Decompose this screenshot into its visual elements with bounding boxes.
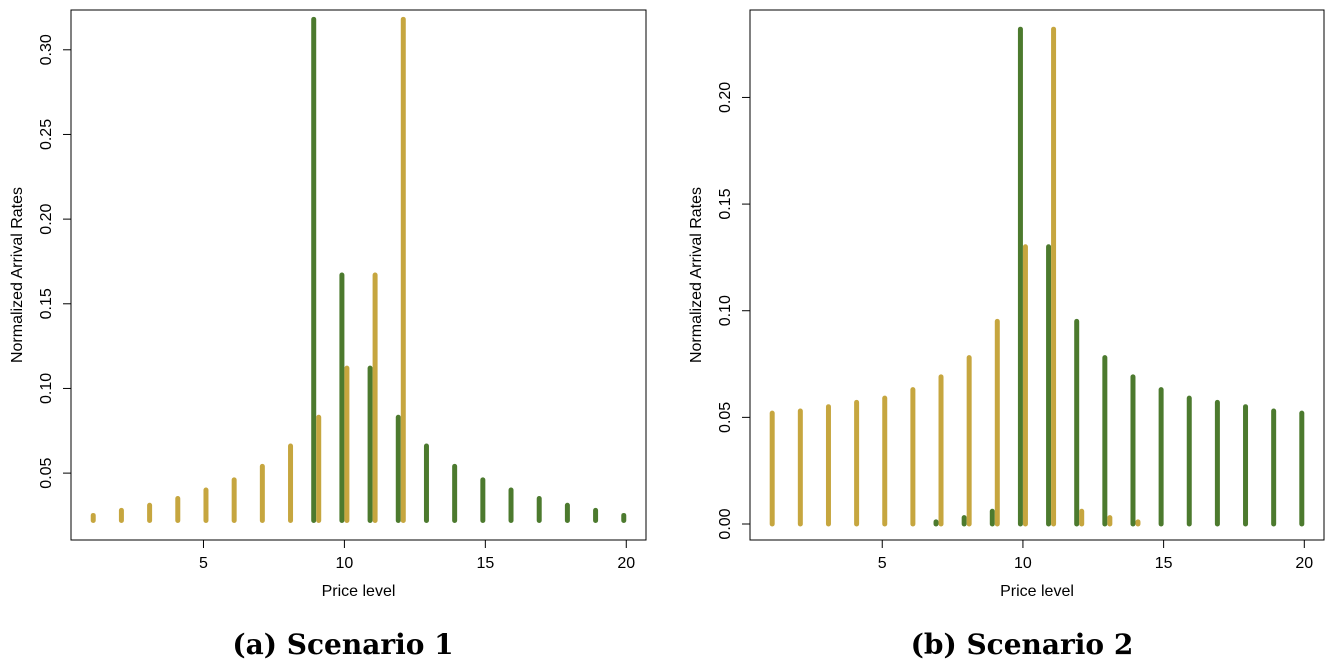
y-tick-label-1: 0.05: [717, 402, 734, 433]
y-axis-label: Normalized Arrival Rates: [688, 187, 705, 363]
plot-frame: [70, 9, 647, 541]
x-tick-label-15: 15: [476, 555, 494, 572]
y-tick-label-1: 0.10: [38, 373, 55, 404]
plot-frame: [749, 9, 1325, 541]
y-tick-label-5: 0.30: [38, 34, 55, 65]
x-tick-label-10: 10: [1014, 555, 1032, 572]
y-tick-label-2: 0.15: [38, 288, 55, 319]
x-axis-label: Price level: [1000, 583, 1074, 600]
x-tick-label-5: 5: [199, 555, 208, 572]
chart-scenario-2: 5 10 15 20 0.00 0.05 0.10 0.15 0.20 Price level No…: [672, 0, 1335, 672]
y-tick-label-2: 0.10: [717, 295, 734, 326]
chart-scenario-1-plot: 5 10 15 20 0.05 0.10 0.15 0.20 0.25 0.30 Price lev…: [9, 9, 647, 600]
y-tick-label-0: 0.00: [717, 508, 734, 539]
y-tick-label-3: 0.20: [38, 203, 55, 234]
chart-scenario-1: 5 10 15 20 0.05 0.10 0.15 0.20 0.25 0.30 Price lev…: [0, 0, 660, 672]
y-tick-label-4: 0.25: [38, 119, 55, 150]
x-tick-label-20: 20: [1295, 555, 1313, 572]
x-axis-label: Price level: [322, 583, 396, 600]
x-tick-label-20: 20: [617, 555, 635, 572]
x-tick-label-15: 15: [1155, 555, 1173, 572]
x-tick-label-10: 10: [336, 555, 354, 572]
y-tick-label-0: 0.05: [38, 457, 55, 488]
y-tick-label-4: 0.20: [717, 82, 734, 113]
y-axis-label: Normalized Arrival Rates: [9, 187, 26, 363]
caption-scenario-2: (b) Scenario 2: [910, 628, 1134, 661]
chart-scenario-2-plot: 5 10 15 20 0.00 0.05 0.10 0.15 0.20 Price level No…: [688, 9, 1325, 600]
caption-scenario-1: (a) Scenario 1: [232, 628, 454, 661]
y-tick-label-3: 0.15: [717, 188, 734, 219]
x-tick-label-5: 5: [878, 555, 887, 572]
